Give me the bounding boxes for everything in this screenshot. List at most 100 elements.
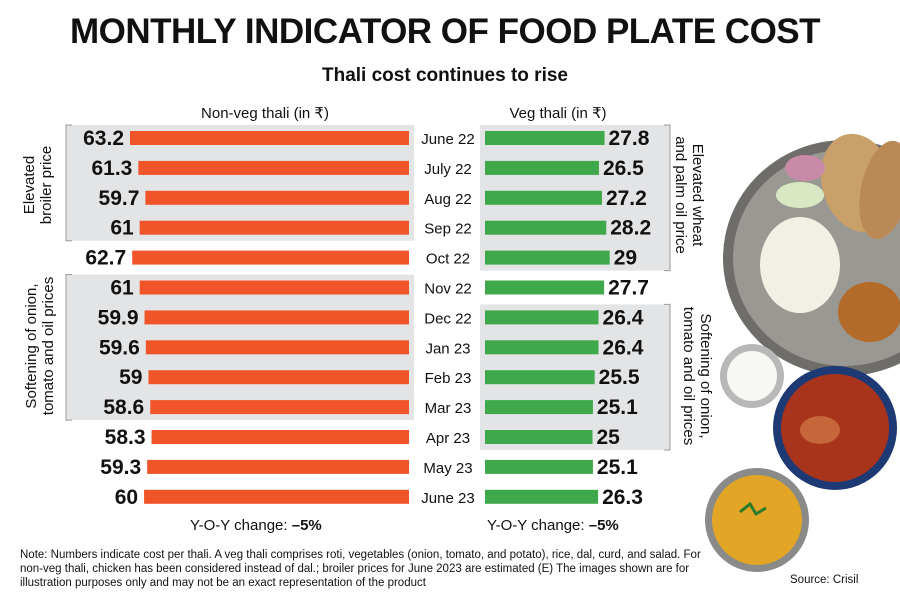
veg-bar [485, 220, 607, 235]
veg-bar [485, 310, 599, 325]
veg-bar [485, 459, 593, 474]
nonveg-bar [138, 160, 410, 175]
nonveg-bar [148, 370, 410, 385]
veg-bar [485, 430, 593, 444]
nonveg-value-label: 59.9 [98, 306, 139, 329]
category-label: Dec 22 [424, 310, 472, 327]
veg-bar [485, 370, 595, 385]
category-label: Mar 23 [425, 400, 472, 417]
veg-bar [485, 160, 599, 175]
nonveg-value-label: 61 [110, 217, 134, 240]
veg-value-label: 26.5 [603, 157, 644, 180]
veg-value-label: 27.7 [608, 277, 649, 300]
category-label: Sep 22 [424, 221, 472, 238]
nonveg-bar [151, 430, 409, 444]
nonveg-bar [147, 459, 409, 474]
labels-group: 63.2 June 22 27.8 61.3 July 22 26.5 59.7 Aug 22… [83, 127, 651, 509]
veg-value-label: 28.2 [610, 217, 651, 240]
yoy-prefix: Y-O-Y change: [190, 517, 292, 534]
annotation-line: Softening of onion, [697, 313, 714, 439]
yoy-value: –5% [291, 517, 322, 534]
veg-series-label: Veg thali (in ₹) [509, 105, 607, 122]
dal-shape [712, 475, 802, 565]
veg-value-label: 26.4 [603, 336, 644, 359]
nonveg-bar [145, 190, 409, 205]
annotation-wheat: Elevated wheat and palm oil price [672, 136, 706, 254]
source-credit: Source: Crisil [790, 574, 859, 586]
veg-value-label: 25.1 [597, 456, 638, 479]
shade-wheat-bracket [664, 124, 671, 272]
veg-value-label: 26.4 [603, 306, 644, 329]
nonveg-value-label: 59.6 [99, 336, 140, 359]
veg-bar [485, 190, 602, 205]
annotation-line: broiler price [38, 145, 55, 225]
category-label: Feb 23 [425, 370, 472, 387]
nonveg-value-label: 63.2 [83, 127, 124, 150]
annotation-line: Elevated wheat [689, 143, 706, 247]
annotation-line: and palm oil price [672, 136, 689, 254]
rice-shape [760, 217, 840, 313]
roti-shape [859, 140, 900, 240]
veg-bar [485, 280, 605, 295]
nonveg-value-label: 61.3 [91, 157, 132, 180]
nonveg-bar [139, 220, 409, 235]
veg-value-label: 27.8 [609, 127, 650, 150]
category-label: Apr 23 [426, 430, 470, 447]
onion-shape [785, 155, 825, 181]
nonveg-value-label: 60 [115, 486, 138, 509]
veg-value-label: 25.1 [597, 396, 638, 419]
annotation-softening-nonveg: Softening of onion, tomato and oil price… [23, 277, 57, 415]
nonveg-bar [145, 340, 409, 355]
veg-value-label: 29 [614, 247, 637, 270]
veg-bar [485, 400, 593, 415]
annotation-line: tomato and oil prices [40, 276, 57, 416]
footnote: Note: Numbers indicate cost per thali. A… [20, 549, 701, 589]
category-label: July 22 [424, 161, 472, 178]
curd-shape [727, 351, 777, 401]
shade-softening-nonveg-bracket [65, 274, 72, 421]
nonveg-value-label: 59 [119, 366, 142, 389]
veg-bar [485, 250, 610, 265]
category-label: June 22 [421, 131, 474, 148]
nonveg-series-label: Non-veg thali (in ₹) [201, 105, 329, 122]
nonveg-bar [150, 400, 410, 415]
veg-yoy-change: Y-O-Y change: –5% [487, 517, 619, 534]
nonveg-value-label: 61 [110, 277, 134, 300]
veg-bar [485, 340, 599, 355]
veg-bar [485, 489, 599, 504]
category-label: Aug 22 [424, 191, 472, 208]
nonveg-bar [130, 131, 409, 145]
nonveg-value-label: 58.6 [103, 396, 144, 419]
nonveg-value-label: 62.7 [85, 247, 126, 270]
category-label: Nov 22 [424, 281, 472, 298]
shade-broiler-bracket [65, 124, 72, 242]
chart-subtitle: Thali cost continues to rise [322, 65, 568, 86]
veg-value-label: 26.3 [602, 486, 643, 509]
chicken-piece-shape [800, 416, 840, 444]
annotation-line: Softening of onion, [23, 283, 40, 409]
category-label: May 23 [423, 460, 472, 477]
category-label: Jan 23 [425, 340, 470, 357]
nonveg-bar [144, 310, 409, 325]
category-label: June 23 [421, 490, 474, 507]
category-label: Oct 22 [426, 251, 470, 268]
nonveg-bar [139, 280, 409, 295]
nonveg-value-label: 58.3 [105, 426, 146, 449]
veg-value-label: 25.5 [599, 366, 640, 389]
annotation-softening-veg: Softening of onion, tomato and oil price… [680, 307, 714, 445]
veg-value-label: 27.2 [606, 187, 647, 210]
chart-title: MONTHLY INDICATOR OF FOOD PLATE COST [69, 12, 821, 51]
veg-value-label: 25 [597, 426, 621, 449]
veg-bar [485, 131, 605, 145]
cucumber-shape [776, 182, 824, 208]
annotation-line: tomato and oil prices [680, 306, 697, 446]
yoy-prefix: Y-O-Y change: [487, 517, 589, 534]
yoy-value: –5% [588, 517, 619, 534]
coriander-garnish-shape [739, 501, 767, 517]
food-photo-illustration [705, 133, 900, 572]
nonveg-bar [132, 250, 409, 265]
nonveg-value-label: 59.3 [100, 456, 141, 479]
bars-group [130, 131, 610, 504]
annotation-broiler: Elevated broiler price [21, 146, 55, 224]
